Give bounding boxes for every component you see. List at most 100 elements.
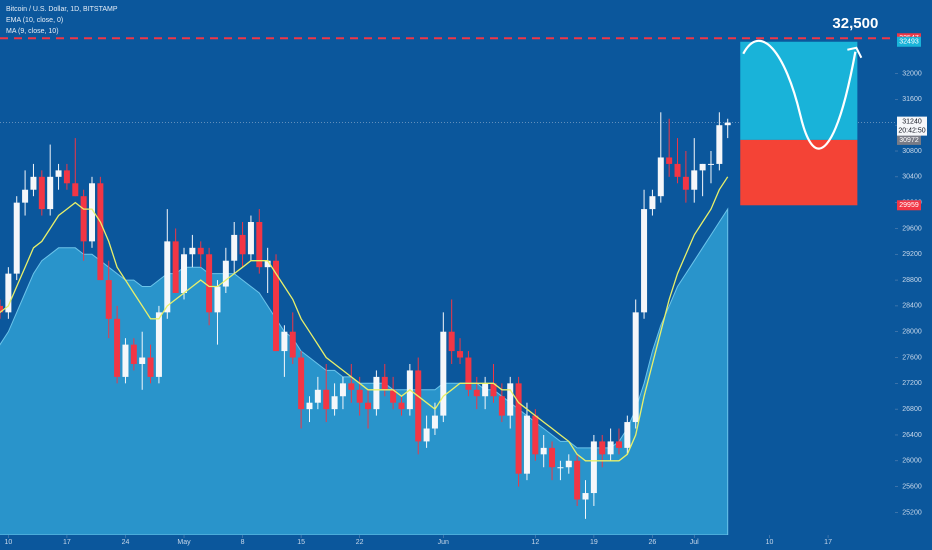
candle-body [515, 383, 522, 474]
x-tick-label: 26 [649, 539, 657, 546]
candle-body [164, 241, 171, 313]
candle-body [264, 260, 271, 268]
candle-body [114, 318, 121, 377]
x-tick-label: 19 [590, 539, 598, 546]
y-tick-label: 26400 [902, 432, 922, 439]
last-price-tag [897, 116, 927, 136]
candle-body [38, 176, 45, 210]
candle-body [172, 241, 179, 293]
y-tick-label: 31600 [902, 96, 922, 103]
candle-body [13, 202, 20, 274]
legend-entry: MA (9, close, 10) [6, 28, 59, 35]
target-zone [740, 41, 858, 140]
candle-body [582, 493, 589, 500]
candle-body [348, 383, 355, 390]
candle-body [306, 402, 313, 410]
y-tick-label: 30800 [902, 148, 922, 155]
candle-body [381, 376, 388, 390]
candle-body [0, 305, 3, 313]
y-tick-label: 28800 [902, 277, 922, 284]
y-tick-label: 32000 [902, 70, 922, 77]
candle-body [72, 183, 79, 197]
candle-body [80, 196, 87, 242]
x-tick-label: 17 [63, 539, 71, 546]
candle-body [707, 163, 714, 165]
candle-body [47, 176, 54, 210]
x-tick-label: 22 [356, 539, 364, 546]
candle-body [448, 331, 455, 352]
y-tick-label: 26800 [902, 406, 922, 413]
candle-body [398, 402, 405, 410]
candle-body [498, 396, 505, 416]
candle-body [666, 157, 673, 164]
candle-body [89, 183, 96, 242]
candle-body [624, 422, 631, 448]
candle-body [699, 163, 706, 171]
price-tag [897, 36, 921, 47]
candle-body [247, 222, 254, 255]
x-tick-label: 15 [297, 539, 305, 546]
candle-body [298, 357, 305, 410]
legend-entry: EMA (10, close, 0) [6, 17, 63, 24]
candle-body [549, 447, 556, 468]
candle-body [256, 222, 263, 268]
candle-body [431, 415, 438, 429]
price-axis [895, 0, 932, 550]
legend-title: Bitcoin / U.S. Dollar, 1D, BITSTAMP [6, 6, 118, 13]
candle-body [189, 247, 196, 255]
candle-body [590, 441, 597, 494]
ema-line [0, 176, 729, 462]
candle-body [390, 389, 397, 403]
candle-body [105, 280, 112, 319]
candle-body [231, 234, 238, 261]
candle-body [214, 286, 221, 313]
candle-body [724, 122, 731, 126]
y-tick-label: 25200 [902, 509, 922, 516]
candle-body [607, 441, 614, 455]
candle-body [339, 383, 346, 397]
candle-body [632, 312, 639, 423]
candle-body [273, 260, 280, 352]
last-price-label: 31240 [902, 118, 922, 125]
candle-body [373, 376, 380, 410]
candle-body [465, 357, 472, 390]
candle-body [574, 460, 581, 500]
y-tick-label: 29200 [902, 251, 922, 258]
candle-body [691, 170, 698, 190]
candle-body [457, 351, 464, 358]
projection-arrow [847, 46, 863, 59]
candle-body [440, 331, 447, 416]
candle-body [181, 254, 188, 293]
candle-body [97, 183, 104, 281]
candle-body [557, 467, 564, 469]
price-tag [897, 134, 921, 145]
candle-body [331, 396, 338, 410]
x-tick-label: 17 [824, 539, 832, 546]
y-tick-label: 27200 [902, 380, 922, 387]
y-tick-label: 29600 [902, 225, 922, 232]
candle-body [641, 209, 648, 313]
candle-body [289, 331, 296, 358]
candle-body [649, 196, 656, 210]
price-tag-label: 30972 [899, 137, 919, 144]
x-tick-label: 10 [4, 539, 12, 546]
x-tick-label: Jul [690, 539, 699, 546]
candle-body [716, 125, 723, 164]
price-tag-label: 29959 [899, 202, 919, 209]
stop-zone [740, 139, 858, 206]
candle-body [197, 247, 204, 255]
x-tick-label: May [177, 539, 191, 546]
y-tick-label: 30400 [902, 174, 922, 181]
x-tick-label: 24 [122, 539, 130, 546]
candle-body [682, 176, 689, 190]
candle-body [599, 441, 606, 455]
candle-body [155, 312, 162, 377]
candle-body [657, 157, 664, 197]
candle-body [365, 402, 372, 410]
time-axis [0, 535, 932, 550]
candle-body [540, 447, 547, 455]
candle-body [523, 415, 530, 474]
candle-body [490, 383, 497, 397]
countdown-label: 20:42:50 [898, 127, 925, 134]
